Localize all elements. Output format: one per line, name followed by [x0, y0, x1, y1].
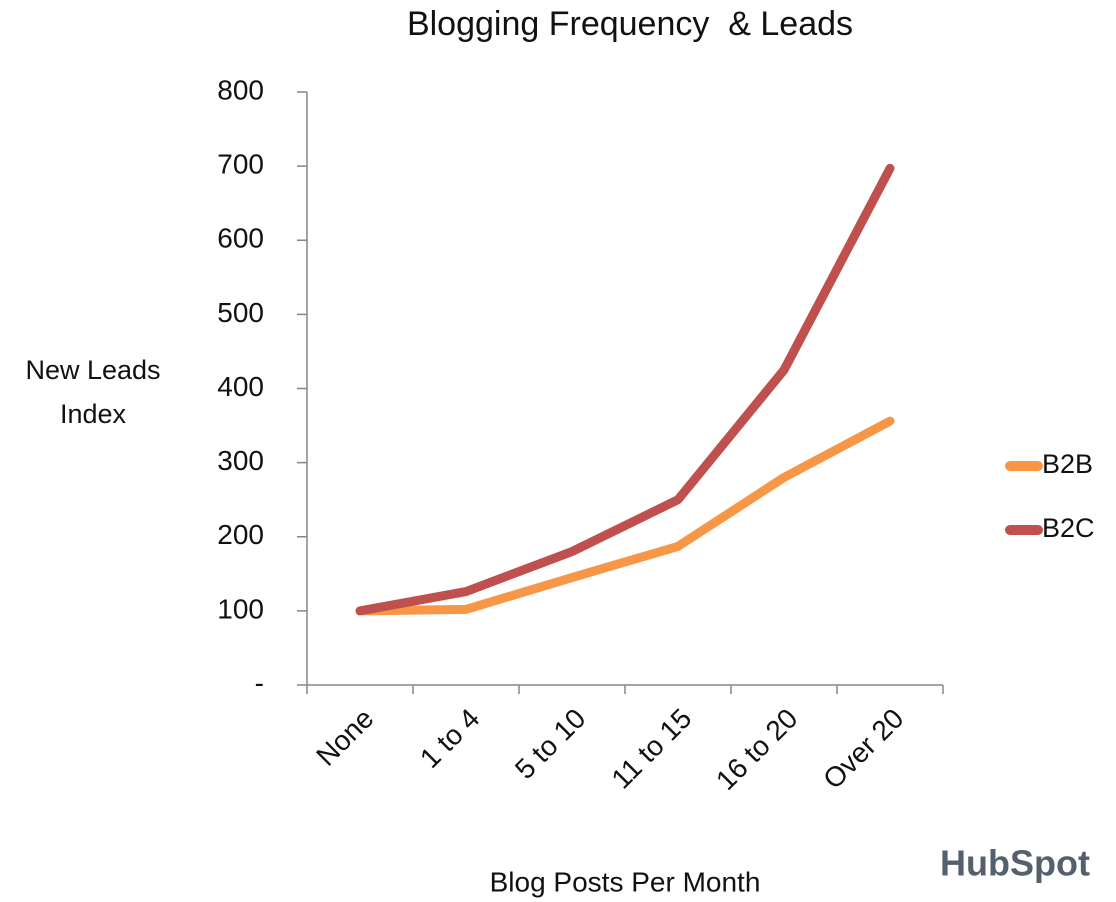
x-tick-label: 1 to 4: [414, 703, 485, 774]
y-tick-label: 200: [217, 519, 264, 550]
x-tick-label: 5 to 10: [509, 703, 591, 785]
x-tick-label: 11 to 15: [605, 703, 697, 795]
x-tick-label: Over 20: [817, 703, 909, 795]
x-tick-label: 16 to 20: [710, 703, 803, 796]
series-line: [355, 416, 895, 616]
y-tick-label: 800: [217, 74, 264, 105]
chart-title: Blogging Frequency & Leads: [407, 5, 853, 43]
x-tick-label: None: [310, 703, 379, 772]
y-tick-label: 300: [217, 445, 264, 476]
logo: HubSpot: [940, 843, 1090, 884]
legend-label: B2C: [1042, 513, 1095, 543]
series-line: [355, 163, 895, 616]
y-tick-label: 500: [217, 297, 264, 328]
y-tick-label: -: [255, 667, 264, 698]
legend-label: B2B: [1042, 449, 1093, 479]
y-tick-label: 700: [217, 149, 264, 180]
x-axis-label: Blog Posts Per Month: [490, 866, 761, 897]
y-axis-label: New Leads Index: [25, 355, 161, 429]
y-tick-label: 600: [217, 223, 264, 254]
y-tick-label: 100: [217, 593, 264, 624]
y-tick-label: 400: [217, 371, 264, 402]
